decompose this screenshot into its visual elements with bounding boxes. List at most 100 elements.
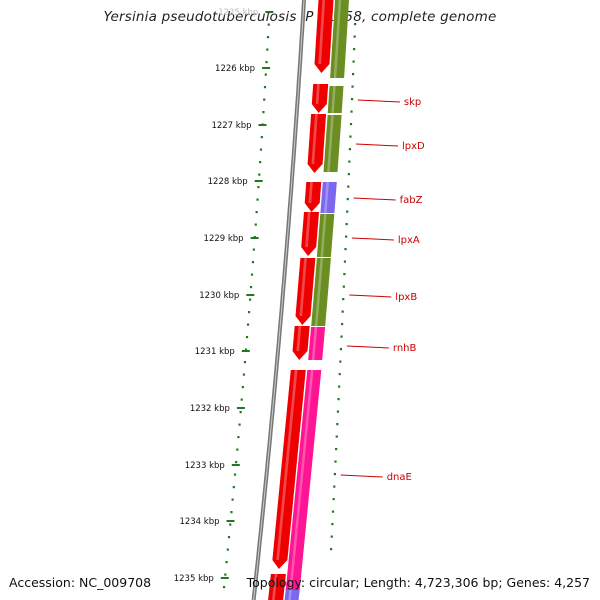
tick-dot (245, 336, 249, 339)
gene-label-dnaE: dnaE (387, 472, 412, 483)
feature-segment (323, 114, 342, 173)
tick-dot (341, 310, 344, 313)
accession-text: Accession: NC_009708 (9, 575, 152, 590)
tick-dot (351, 85, 354, 88)
tick-dot (236, 448, 239, 451)
tick-dot (344, 248, 347, 251)
tick-dot (340, 323, 344, 326)
kbp-tick-label: 1231 kbp (195, 347, 235, 357)
tick-dot (338, 385, 341, 388)
feature-segment (285, 369, 322, 591)
tick-dot (335, 435, 338, 438)
tick-dot (232, 486, 235, 489)
tick-dot (330, 535, 333, 538)
feature-segment (284, 589, 300, 600)
map-title: Yersinia pseudotuberculosis IP 31758, co… (103, 9, 497, 25)
tick-dot (254, 223, 257, 226)
kbp-tick-label: 1228 kbp (208, 177, 248, 187)
tick-dot (227, 536, 231, 539)
tick-dot (244, 348, 248, 351)
tick-dot (259, 161, 262, 164)
tick-dot (348, 148, 352, 151)
feature-segment (330, 0, 349, 79)
tick-dot (263, 86, 267, 89)
gene-label-skp: skp (404, 97, 421, 108)
tick-dot (250, 273, 254, 276)
genome-backbone (251, 0, 306, 600)
tick-dot (350, 110, 353, 113)
gene-leader-line (351, 237, 394, 241)
cds-arrow (301, 211, 319, 256)
tick-dot (353, 48, 356, 51)
tick-dot (333, 485, 336, 488)
tick-dot (263, 98, 266, 101)
gene-label-lpxB: lpxB (395, 292, 417, 303)
feature-segment (316, 213, 335, 258)
tick-dot (233, 473, 237, 476)
cds-arrow (311, 83, 329, 113)
tick-dot (354, 23, 357, 26)
backbone-highlight (253, 0, 305, 600)
tick-dot (251, 261, 255, 264)
tick-dot (231, 498, 234, 501)
tick-dot (346, 198, 349, 201)
kbp-tick-label: 1233 kbp (185, 461, 225, 471)
kbp-tick-label: 1232 kbp (190, 404, 230, 414)
tick-dot (331, 510, 335, 513)
tick-dot (224, 573, 227, 576)
tick-dot (351, 73, 355, 76)
feature-segment (320, 181, 337, 214)
gene-leader-line (349, 294, 392, 298)
tick-dot (264, 73, 267, 76)
kbp-tick-label: 1235 kbp (174, 574, 214, 584)
tick-dot (266, 48, 269, 51)
tick-dot (330, 548, 333, 551)
tick-dot (345, 223, 348, 226)
cds-arrow (268, 573, 286, 600)
tick-dot (335, 448, 338, 451)
tick-dot (342, 285, 345, 288)
tick-dot (226, 548, 229, 551)
gene-labels: skp lpxD fabZ lpxA lpxB rnhB dnaE (340, 97, 425, 483)
kbp-tick-label: 1225 kbp (218, 8, 258, 18)
summary-text: Topology: circular; Length: 4,723,306 bp… (246, 575, 590, 590)
tick-dot (256, 198, 259, 201)
cds-arrow (314, 0, 334, 73)
tick-dot (260, 136, 263, 139)
tick-dot (259, 148, 263, 151)
kbp-tick-label: 1229 kbp (204, 234, 244, 244)
gene-leader-line (353, 197, 396, 201)
tick-dot (339, 348, 343, 351)
kbp-ruler: 1225 kbp 1226 kbp 1227 kbp 1228 kbp 1229 kbp… (174, 8, 274, 584)
tick-dot (255, 211, 258, 214)
tick-dot (266, 36, 270, 39)
gene-leader-line (346, 345, 389, 349)
tick-dot (235, 461, 238, 464)
cds-arrow (292, 325, 310, 360)
gene-leader-line (340, 474, 383, 478)
tick-dot (239, 411, 242, 414)
tick-dot (340, 335, 343, 338)
tick-dot (247, 311, 251, 314)
tick-dot (338, 373, 341, 376)
gene-label-lpxD: lpxD (402, 141, 425, 152)
kbp-tick-label: 1234 kbp (179, 517, 219, 527)
cds-arrow (304, 181, 322, 212)
gene-label-fabZ: fabZ (400, 195, 423, 206)
tick-dot (267, 23, 270, 26)
tick-dot (349, 123, 353, 126)
kbp-tick-label: 1227 kbp (211, 121, 251, 131)
tick-dot (237, 436, 240, 439)
tick-dot (230, 511, 233, 514)
feature-segment (308, 326, 326, 361)
tick-dot (238, 423, 241, 426)
tick-dot (346, 210, 349, 213)
tick-dot (265, 61, 268, 64)
tick-dot (262, 111, 265, 114)
kbp-tick-label: 1226 kbp (215, 64, 255, 74)
tick-dot (343, 260, 347, 263)
tick-dot (350, 98, 354, 101)
tick-dot (248, 298, 252, 301)
tick-dot (336, 423, 339, 426)
